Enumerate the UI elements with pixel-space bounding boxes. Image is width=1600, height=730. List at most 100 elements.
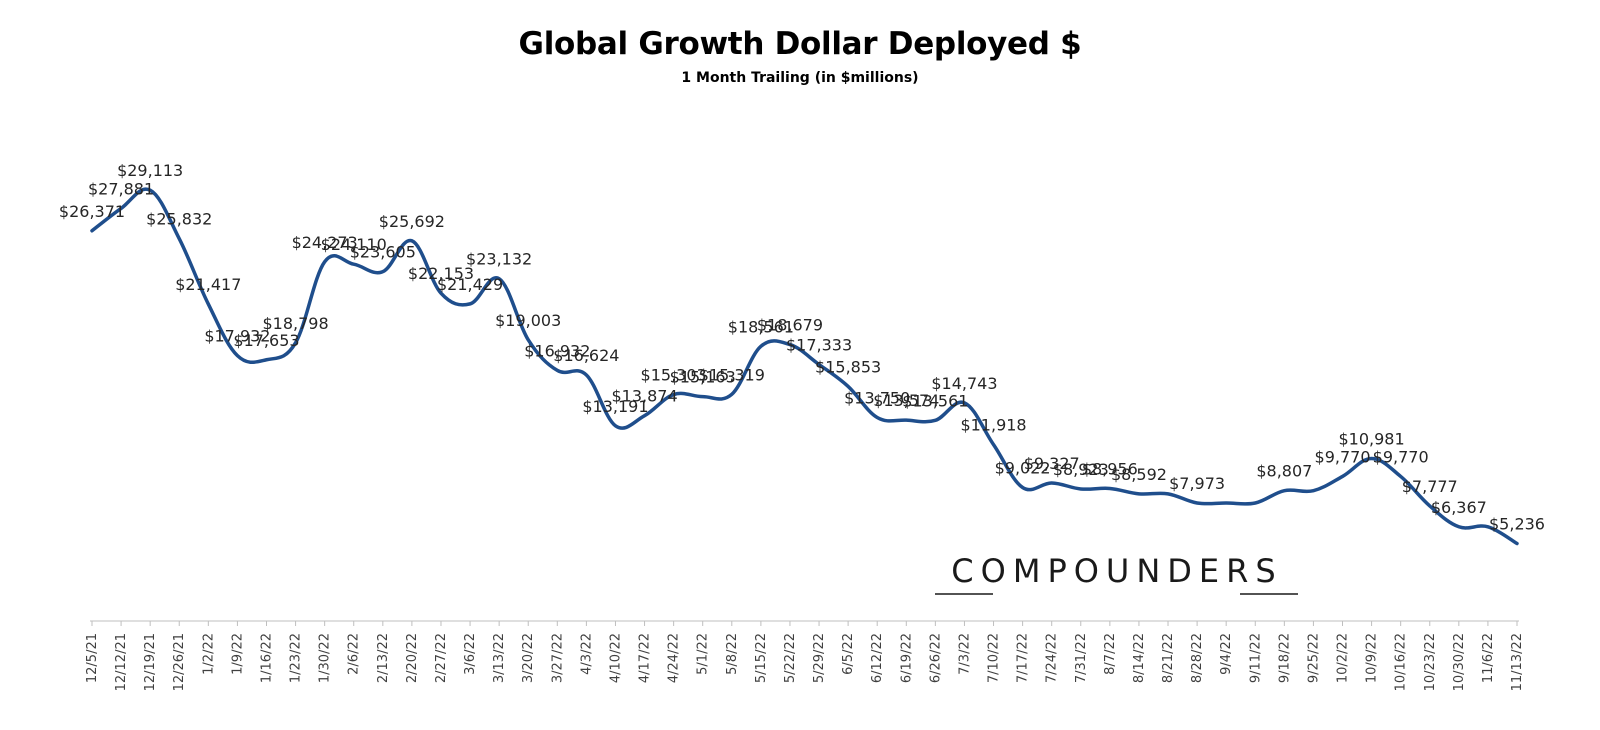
data-label: $10,981 xyxy=(1339,429,1405,448)
x-tick-label: 11/13/22 xyxy=(1510,633,1525,691)
data-label: $17,932 xyxy=(204,327,270,346)
x-tick-label: 3/13/22 xyxy=(492,633,507,683)
x-tick-label: 3/6/22 xyxy=(463,633,478,675)
chart-subtitle: 1 Month Trailing (in $millions) xyxy=(681,70,919,86)
data-label: $7,777 xyxy=(1402,477,1458,496)
x-tick-label: 2/13/22 xyxy=(376,633,391,683)
data-label: $18,561 xyxy=(728,317,794,336)
series-line xyxy=(90,187,1519,546)
x-tick-label: 10/30/22 xyxy=(1452,633,1467,691)
x-tick-label: 5/29/22 xyxy=(812,633,827,683)
x-tick-label: 6/26/22 xyxy=(928,633,943,683)
data-label: $15,303 xyxy=(641,366,707,385)
x-tick-label: 4/24/22 xyxy=(667,633,682,683)
data-label: $24,110 xyxy=(321,235,387,254)
x-tick-label: 9/11/22 xyxy=(1248,633,1263,683)
x-tick-label: 6/5/22 xyxy=(841,633,856,675)
x-tick-label: 10/16/22 xyxy=(1394,633,1409,691)
data-label: $16,932 xyxy=(524,341,590,360)
data-label: $25,832 xyxy=(146,210,212,229)
data-label: $9,327 xyxy=(1024,454,1080,473)
data-label: $8,592 xyxy=(1111,465,1167,484)
data-label: $18,679 xyxy=(757,316,823,335)
x-tick-label: 5/22/22 xyxy=(783,633,798,683)
x-tick-label: 1/9/22 xyxy=(230,633,245,675)
data-label: $9,770 xyxy=(1373,447,1429,466)
data-label: $8,956 xyxy=(1082,459,1138,478)
data-label: $9,770 xyxy=(1315,447,1371,466)
x-tick-label: 4/3/22 xyxy=(579,633,594,675)
x-tick-label: 7/10/22 xyxy=(987,633,1002,683)
x-tick-label: 12/12/21 xyxy=(114,633,129,691)
x-tick-label: 1/23/22 xyxy=(289,633,304,683)
data-label: $15,319 xyxy=(699,365,765,384)
x-tick-label: 10/2/22 xyxy=(1336,633,1351,683)
x-tick-label: 3/20/22 xyxy=(521,633,536,683)
data-label: $19,003 xyxy=(495,311,561,330)
data-label: $21,429 xyxy=(437,275,503,294)
data-label: $14,743 xyxy=(931,374,997,393)
data-label: $17,333 xyxy=(786,335,852,354)
x-tick-label: 10/23/22 xyxy=(1423,633,1438,691)
data-label: $23,605 xyxy=(350,243,416,262)
data-label: $25,692 xyxy=(379,212,445,231)
data-label: $13,191 xyxy=(582,397,648,416)
x-tick-label: 1/16/22 xyxy=(259,633,274,683)
x-tick-label: 9/18/22 xyxy=(1277,633,1292,683)
data-label: $22,153 xyxy=(408,264,474,283)
data-label: $8,923 xyxy=(1053,460,1109,479)
x-tick-label: 5/1/22 xyxy=(696,633,711,675)
chart-title: Global Growth Dollar Deployed $ xyxy=(518,26,1082,62)
data-label: $13,750 xyxy=(844,389,910,408)
watermark-text: COMPOUNDERS xyxy=(951,552,1282,590)
x-tick-label: 7/3/22 xyxy=(957,633,972,675)
x-tick-label: 7/17/22 xyxy=(1016,633,1031,683)
x-tick-label: 8/21/22 xyxy=(1161,633,1176,683)
data-label: $5,236 xyxy=(1489,515,1545,534)
data-label: $8,807 xyxy=(1256,462,1312,481)
x-tick-label: 7/24/22 xyxy=(1045,633,1060,683)
x-tick-label: 8/28/22 xyxy=(1190,633,1205,683)
x-tick-label: 6/12/22 xyxy=(870,633,885,683)
x-tick-label: 2/6/22 xyxy=(347,633,362,675)
data-label: $27,881 xyxy=(88,179,154,198)
x-tick-label: 9/4/22 xyxy=(1219,633,1234,675)
data-label: $18,798 xyxy=(262,314,328,333)
data-label: $6,367 xyxy=(1431,498,1487,517)
x-tick-label: 2/20/22 xyxy=(405,633,420,683)
x-tick-label: 4/17/22 xyxy=(638,633,653,683)
x-tick-label: 5/15/22 xyxy=(754,633,769,683)
data-label: $26,371 xyxy=(59,202,125,221)
x-tick-label: 6/19/22 xyxy=(899,633,914,683)
data-label: $15,853 xyxy=(815,357,881,376)
data-label: $13,874 xyxy=(611,387,677,406)
x-tick-label: 1/2/22 xyxy=(201,633,216,675)
data-label: $11,918 xyxy=(960,416,1026,435)
x-tick-label: 5/8/22 xyxy=(725,633,740,675)
x-tick-label: 9/25/22 xyxy=(1306,633,1321,683)
x-tick-label: 12/5/21 xyxy=(85,633,100,683)
data-label: $23,132 xyxy=(466,250,532,269)
x-tick-label: 12/19/21 xyxy=(143,633,158,691)
x-tick-label: 7/31/22 xyxy=(1074,633,1089,683)
data-label: $21,417 xyxy=(175,275,241,294)
data-label: $16,624 xyxy=(553,346,619,365)
x-tick-label: 8/7/22 xyxy=(1103,633,1118,675)
x-tick-label: 2/27/22 xyxy=(434,633,449,683)
data-label: $9,022 xyxy=(995,458,1051,477)
x-tick-label: 4/10/22 xyxy=(608,633,623,683)
x-tick-label: 11/6/22 xyxy=(1481,633,1496,683)
x-tick-label: 8/14/22 xyxy=(1132,633,1147,683)
data-label: $24,273 xyxy=(292,233,358,252)
data-label: $13,574 xyxy=(873,391,939,410)
x-tick-label: 3/27/22 xyxy=(550,633,565,683)
data-label: $13,561 xyxy=(902,391,968,410)
x-tick-label: 10/9/22 xyxy=(1365,633,1380,683)
x-tick-label: 12/26/21 xyxy=(172,633,187,691)
x-tick-label: 1/30/22 xyxy=(318,633,333,683)
data-label: $7,973 xyxy=(1169,474,1225,493)
data-label: $15,163 xyxy=(670,368,736,387)
data-label: $29,113 xyxy=(117,161,183,180)
data-label: $17,653 xyxy=(233,331,299,350)
